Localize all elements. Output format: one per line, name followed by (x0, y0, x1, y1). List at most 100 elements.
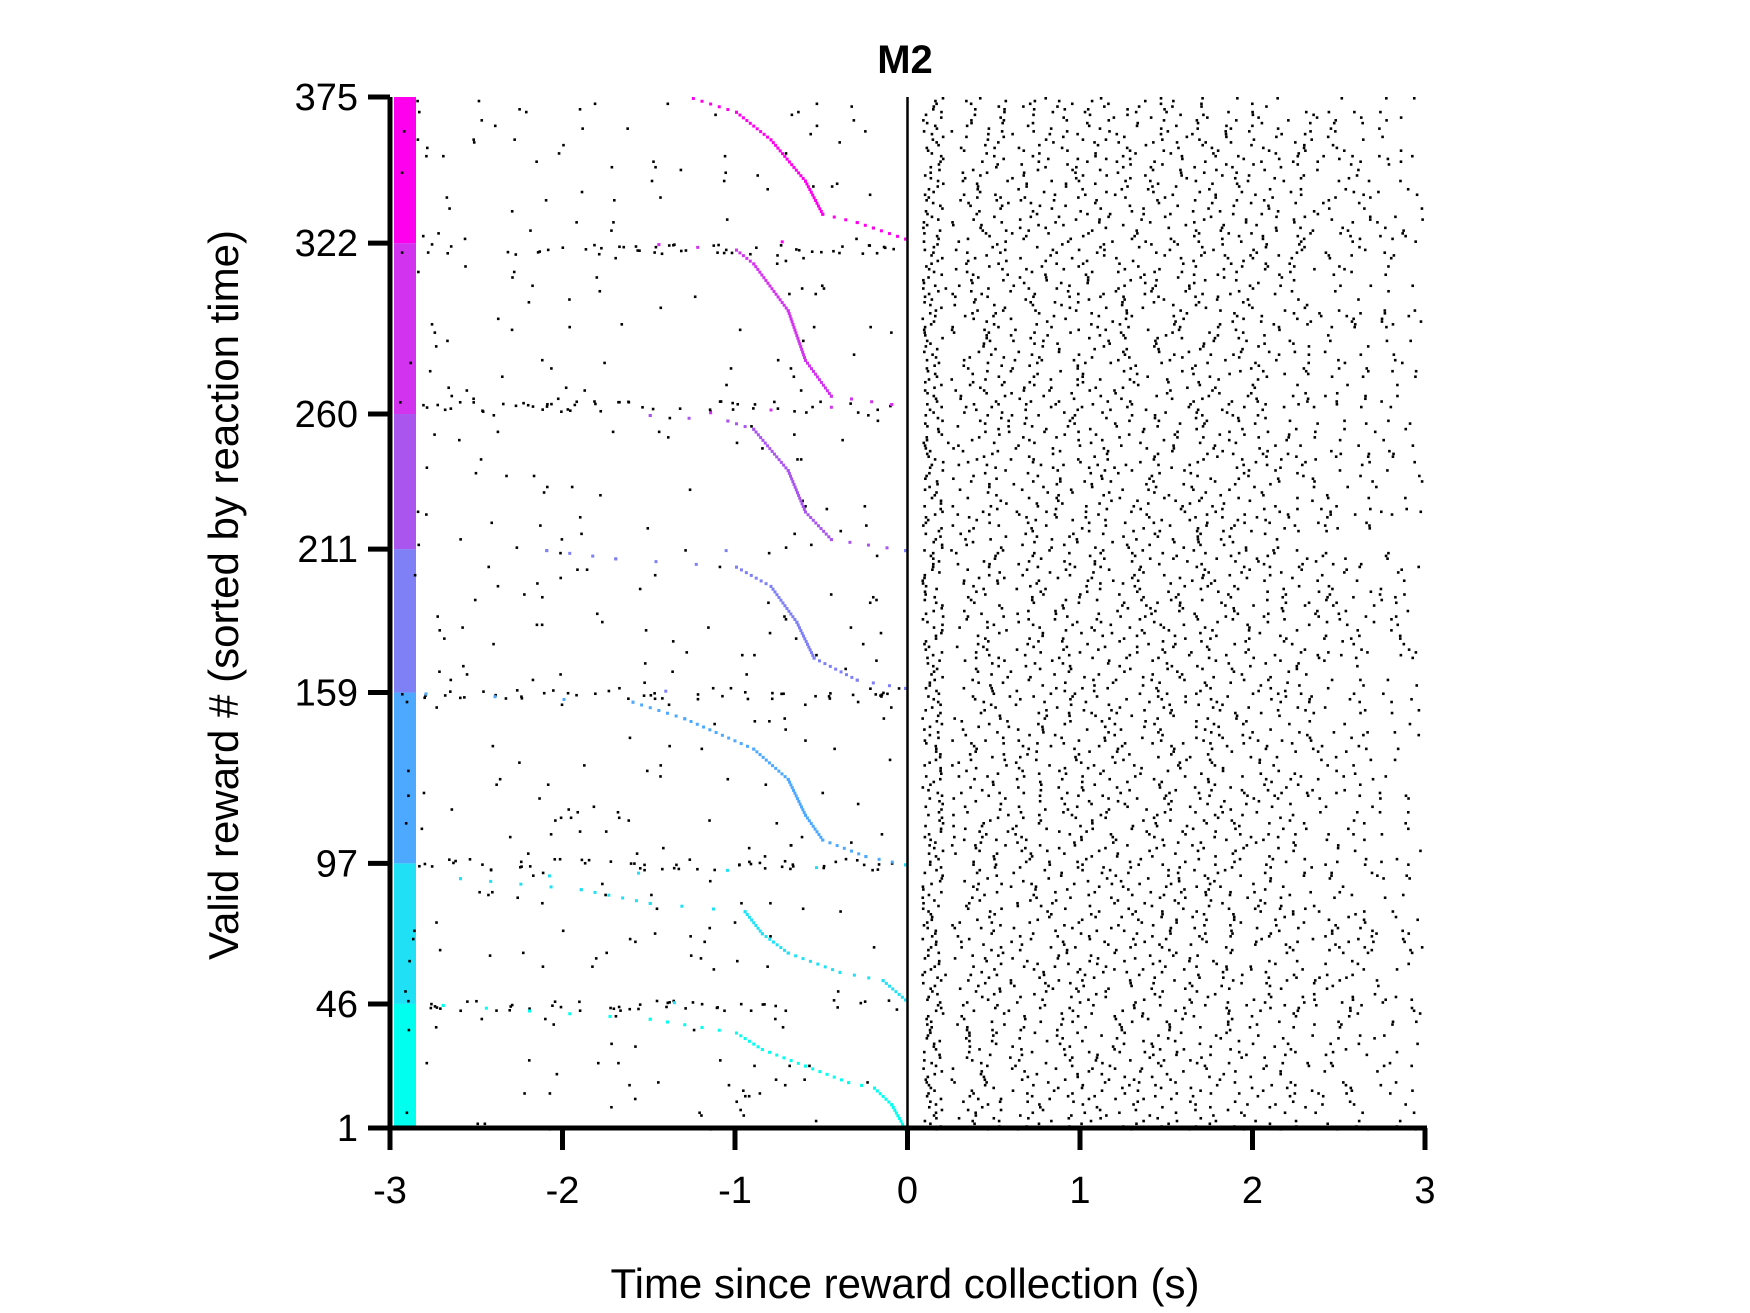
spike (711, 686, 715, 690)
spike (1203, 278, 1207, 282)
spike (1154, 284, 1158, 288)
spike (1244, 651, 1248, 654)
spike (1000, 606, 1004, 610)
spike (1123, 670, 1126, 673)
spike (1121, 1009, 1125, 1013)
spike (1202, 819, 1206, 822)
spike (1258, 758, 1262, 762)
spike (1336, 926, 1340, 930)
event-point (631, 700, 635, 704)
spike (531, 678, 535, 682)
spike (979, 1061, 983, 1065)
spike (436, 615, 440, 618)
spike (889, 706, 893, 709)
spike (1119, 879, 1123, 883)
spike (921, 885, 925, 889)
spike (1251, 124, 1254, 128)
spike (1338, 265, 1341, 268)
spike (985, 648, 989, 651)
spike (1049, 405, 1053, 409)
spike (1222, 267, 1226, 271)
spike (1305, 303, 1309, 307)
spike (707, 626, 710, 629)
spike (1255, 397, 1258, 401)
spike (1225, 965, 1228, 968)
spike (1264, 747, 1268, 751)
spike (1069, 703, 1073, 707)
spike (1294, 833, 1297, 836)
spike (592, 805, 596, 809)
spike (633, 862, 636, 865)
spike (1032, 458, 1035, 461)
spike (959, 532, 963, 536)
spike (989, 703, 993, 707)
spike (1192, 259, 1195, 263)
spike (1007, 425, 1010, 428)
spike (822, 287, 826, 290)
spike (841, 438, 844, 442)
spike (1177, 593, 1180, 596)
spike (1260, 212, 1264, 216)
spike (1044, 97, 1048, 100)
spike (1253, 890, 1256, 894)
event-point (735, 422, 738, 426)
spike (987, 287, 990, 290)
spike (1146, 328, 1150, 332)
spike (1068, 1006, 1071, 1010)
spike (972, 474, 975, 478)
spike (1131, 259, 1135, 263)
event-point (709, 102, 713, 106)
spike (1301, 995, 1305, 999)
spike (1028, 102, 1032, 106)
spike (814, 1119, 818, 1123)
spike (1306, 372, 1310, 376)
spike (1076, 1014, 1080, 1018)
spike (506, 250, 510, 254)
spike (1158, 896, 1162, 900)
spike (1070, 813, 1074, 817)
spike (535, 623, 539, 627)
spike (724, 171, 728, 175)
spike (560, 538, 564, 541)
spike (1270, 697, 1273, 701)
spike (1218, 708, 1222, 712)
spike (1266, 449, 1269, 453)
spike (1339, 452, 1343, 456)
spike (1083, 1111, 1087, 1115)
reaction-time-color-bar (394, 97, 416, 1128)
spike (925, 1081, 929, 1084)
spike (1172, 714, 1175, 718)
spike (975, 871, 979, 875)
spike (1362, 822, 1366, 825)
spike (926, 391, 929, 395)
spike (1157, 656, 1160, 660)
spike (1342, 775, 1346, 778)
spike (1037, 414, 1040, 417)
spike (659, 775, 662, 778)
spike (1209, 215, 1213, 219)
spike (925, 367, 929, 370)
spike (1227, 907, 1231, 911)
spike (936, 714, 940, 718)
spike (1407, 827, 1410, 831)
spike (1111, 755, 1114, 759)
spike (923, 598, 927, 602)
spike (1055, 482, 1059, 486)
spike (1356, 664, 1359, 668)
spike (832, 999, 836, 1002)
spike (1279, 165, 1283, 169)
spike (1201, 425, 1205, 428)
spike (1022, 174, 1026, 177)
spike (744, 1094, 747, 1098)
spike (1128, 626, 1132, 629)
spike (1303, 245, 1306, 249)
spike (1294, 1119, 1298, 1123)
spike (1202, 218, 1206, 221)
spike (1088, 554, 1092, 558)
spike (1243, 433, 1246, 436)
spike (999, 546, 1003, 549)
spike (1019, 256, 1022, 260)
spike (653, 692, 656, 695)
spike (1195, 910, 1199, 913)
spike (965, 543, 969, 547)
